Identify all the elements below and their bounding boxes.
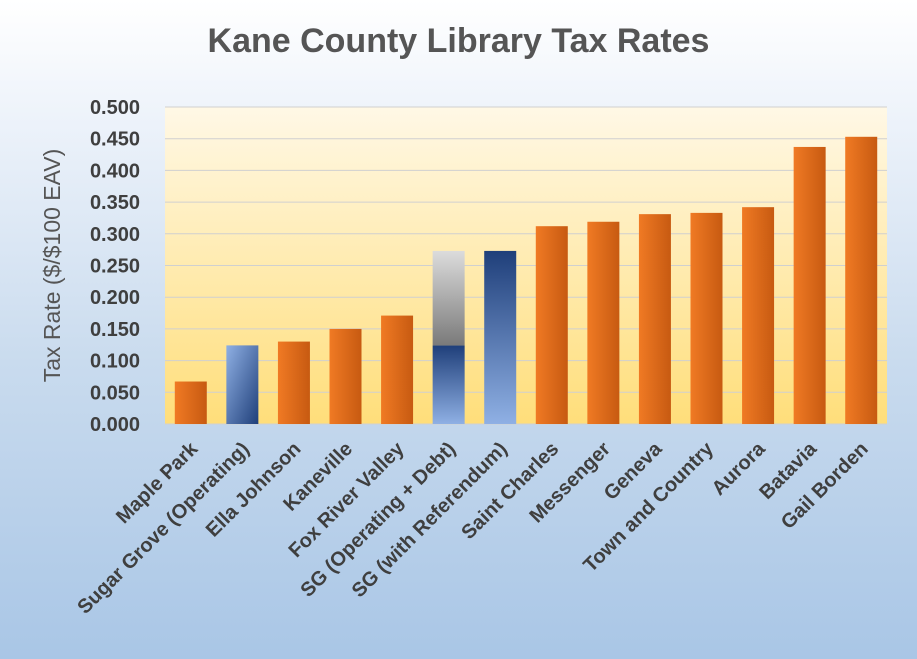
y-tick-label: 0.300 bbox=[90, 224, 140, 246]
bar-segment-debt bbox=[432, 250, 465, 346]
bar-sugar-grove-operating bbox=[226, 345, 259, 424]
y-tick-label: 0.050 bbox=[90, 382, 140, 404]
bar-kaneville bbox=[329, 328, 362, 424]
bar-fox-river-valley bbox=[381, 315, 414, 424]
y-axis-title: Tax Rate ($/$100 EAV) bbox=[39, 149, 65, 383]
y-axis-ticks: 0.000 0.050 0.100 0.150 0.200 0.250 0.300 0.350… bbox=[90, 97, 140, 436]
bar-saint-charles bbox=[535, 226, 568, 424]
bar-sg-with-referendum bbox=[484, 250, 517, 424]
bar-maple-park bbox=[174, 381, 207, 424]
y-tick-label: 0.200 bbox=[90, 287, 140, 309]
y-tick-label: 0.350 bbox=[90, 192, 140, 214]
y-tick-label: 0.100 bbox=[90, 351, 140, 373]
bar-gail-borden bbox=[845, 136, 878, 424]
y-tick-label: 0.250 bbox=[90, 256, 140, 278]
y-tick-label: 0.000 bbox=[90, 414, 140, 436]
bar-messenger bbox=[587, 221, 620, 424]
bar-geneva bbox=[638, 214, 671, 424]
y-tick-label: 0.150 bbox=[90, 319, 140, 341]
chart-title: Kane County Library Tax Rates bbox=[207, 22, 710, 60]
bar-sg-operating-debt bbox=[432, 345, 465, 424]
bar-batavia bbox=[793, 146, 826, 424]
bar-ella-johnson bbox=[277, 341, 310, 424]
bars bbox=[174, 136, 878, 424]
y-tick-label: 0.400 bbox=[90, 160, 140, 182]
y-tick-label: 0.450 bbox=[90, 129, 140, 151]
bar-aurora bbox=[742, 207, 775, 424]
y-tick-label: 0.500 bbox=[90, 97, 140, 119]
bar-town-and-country bbox=[690, 212, 723, 424]
